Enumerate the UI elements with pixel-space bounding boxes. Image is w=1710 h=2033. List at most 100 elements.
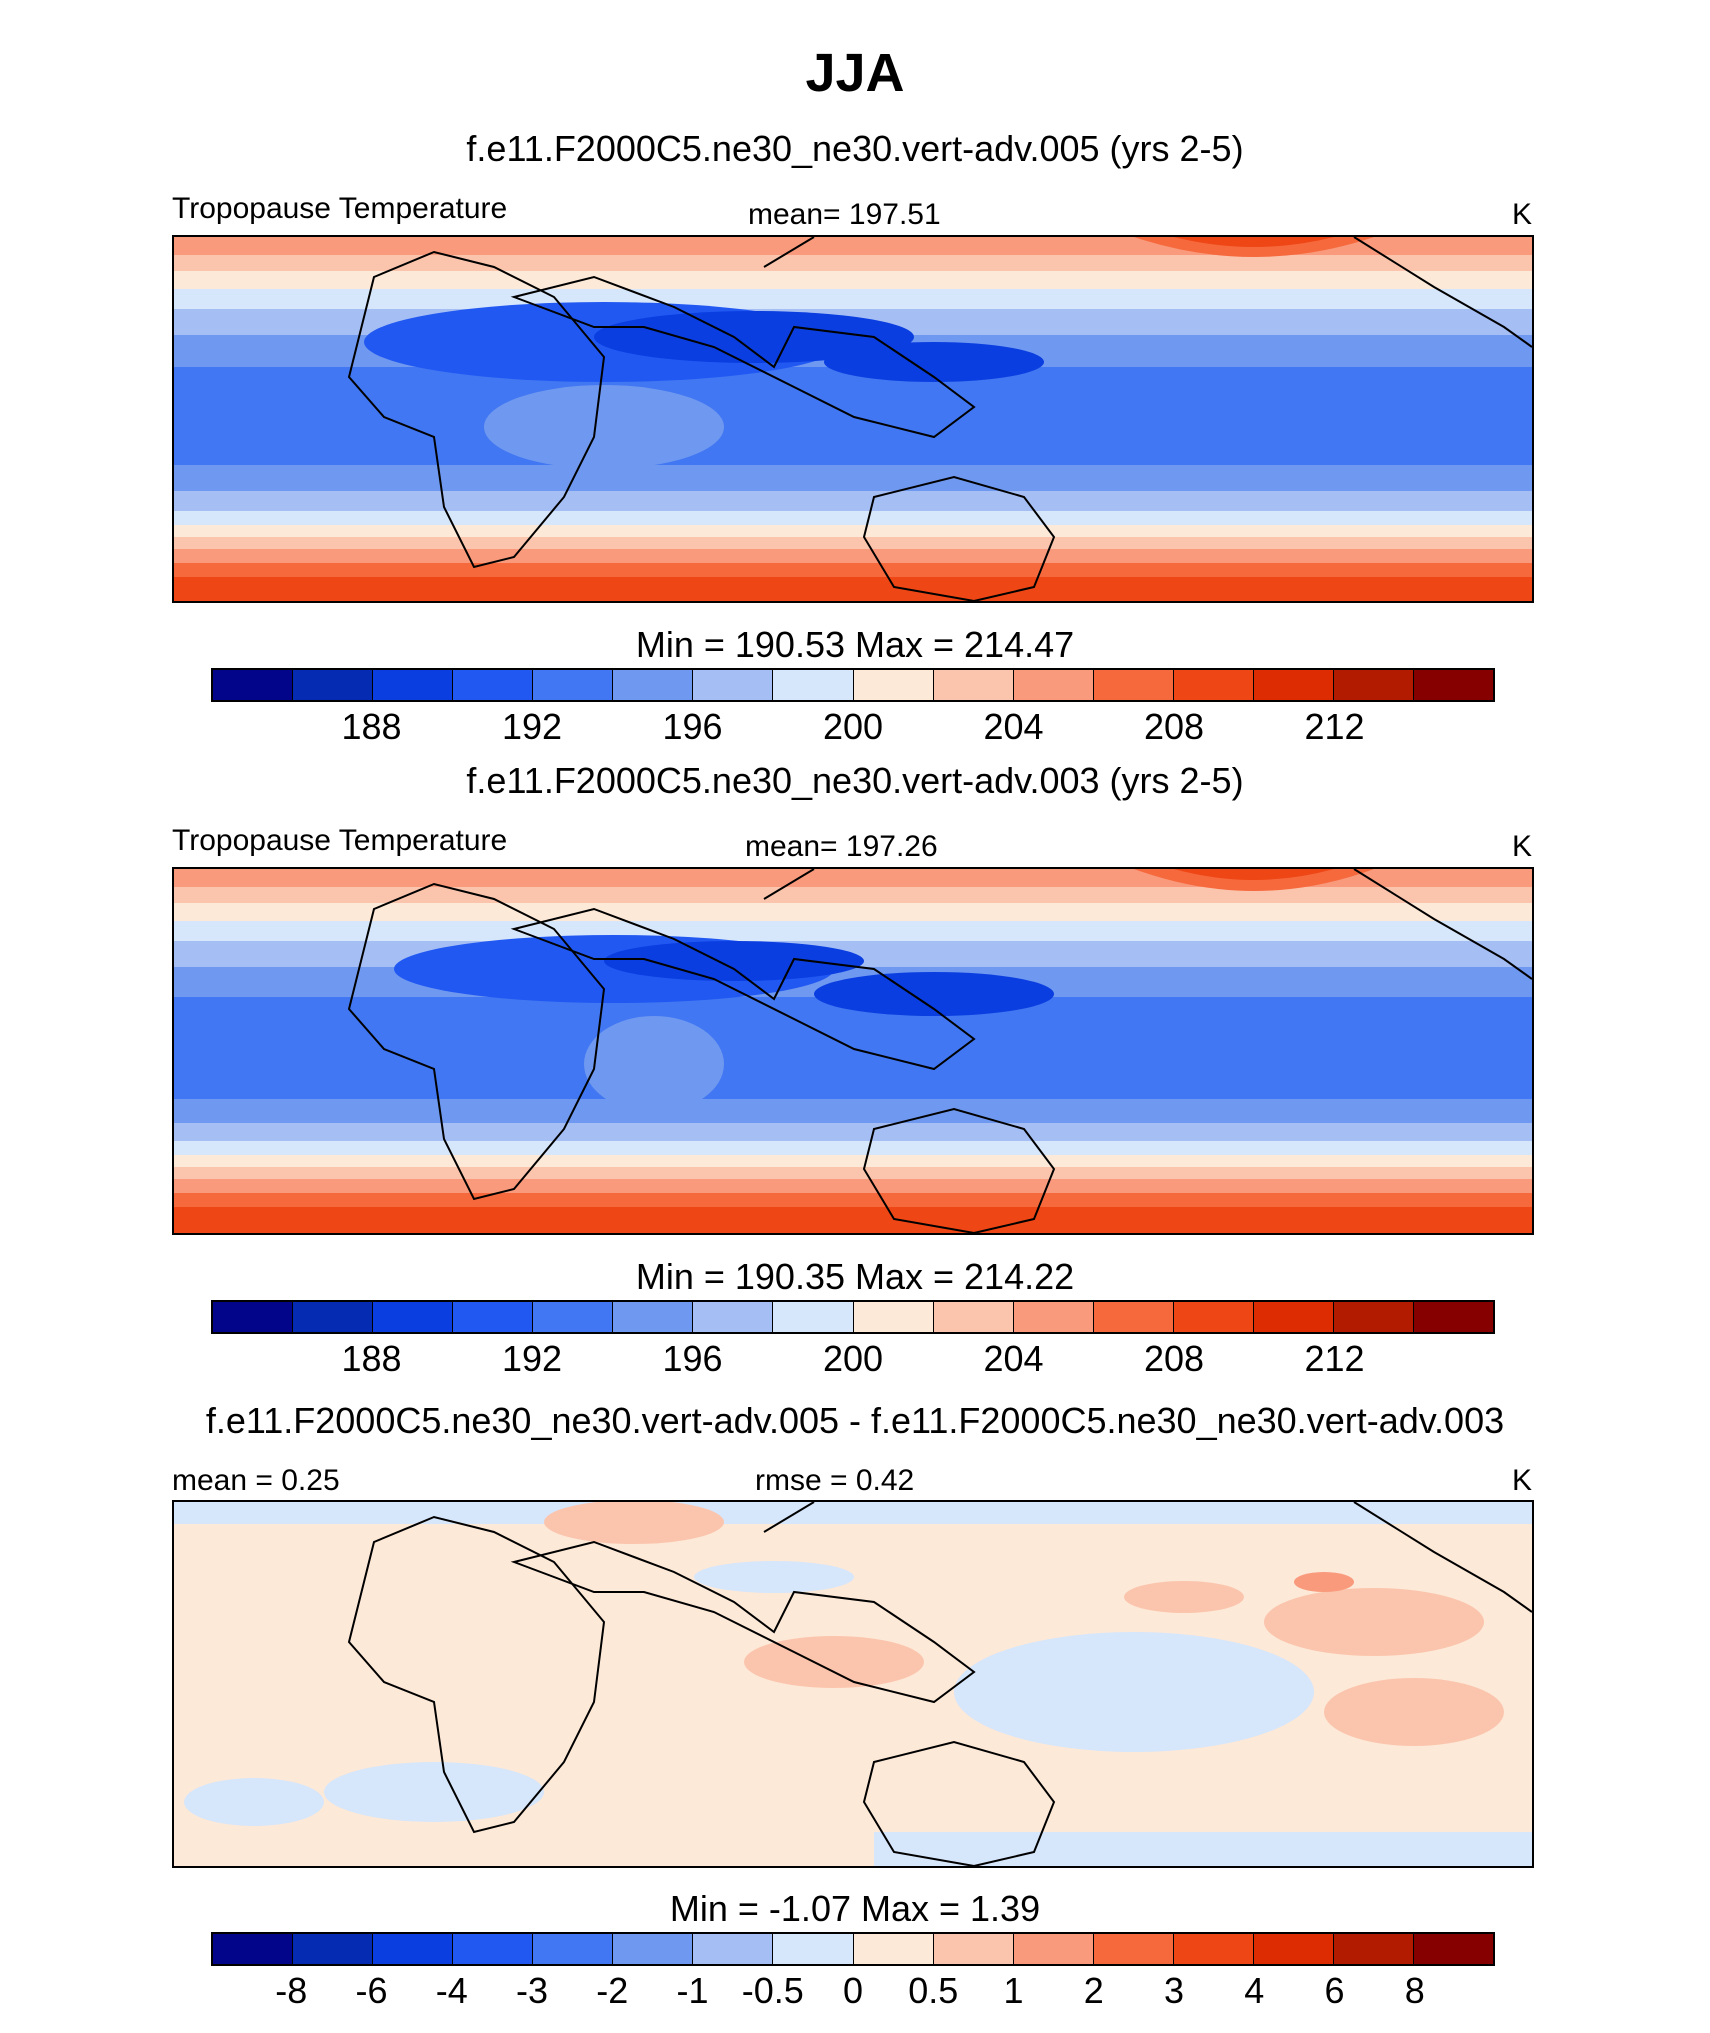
band-s5 xyxy=(174,537,1532,549)
colorbar-swatch xyxy=(213,670,294,700)
colorbar-swatch xyxy=(293,1934,374,1964)
colorbar-tick-label: 208 xyxy=(1143,706,1205,747)
colorbar-tick-label: 0 xyxy=(842,1970,864,2011)
panel-2-title: f.e11.F2000C5.ne30_ne30.vert-adv.003 (yr… xyxy=(466,760,1244,801)
warm-core-n xyxy=(1174,237,1334,247)
colorbar-swatch xyxy=(1413,1934,1493,1964)
colorbar-swatch xyxy=(293,1302,374,1332)
colorbar-swatch xyxy=(1333,1934,1414,1964)
diff-cool-1 xyxy=(694,1561,854,1593)
colorbar-swatch xyxy=(373,1302,454,1332)
colorbar-tick-label: 6 xyxy=(1324,1970,1345,2011)
colorbar-swatch xyxy=(453,1302,534,1332)
colorbar-swatch xyxy=(213,1302,294,1332)
colorbar-tick-label: 188 xyxy=(341,706,402,747)
colorbar-swatch xyxy=(1253,1302,1334,1332)
panel-2-map xyxy=(172,867,1534,1235)
africa-blob xyxy=(584,1016,724,1112)
colorbar-tick-label: 212 xyxy=(1304,1338,1365,1379)
panel-3-map xyxy=(172,1500,1534,1868)
colorbar-swatch xyxy=(853,1934,934,1964)
colorbar-swatch xyxy=(213,1934,294,1964)
band-s2 xyxy=(174,1123,1532,1141)
asia-outline xyxy=(510,907,976,1071)
colorbar-tick-label: 204 xyxy=(983,1338,1044,1379)
diff-warm-4 xyxy=(1124,1581,1244,1613)
band-s8 xyxy=(174,1207,1532,1233)
cold-core-1 xyxy=(604,941,864,981)
colorbar-swatch xyxy=(1413,1302,1493,1332)
colorbar-tick-label: 196 xyxy=(662,1338,723,1379)
diff-warm-3 xyxy=(1324,1678,1504,1746)
band-s6 xyxy=(174,549,1532,563)
colorbar-swatch xyxy=(293,670,374,700)
coastlines xyxy=(347,869,1532,1233)
colorbar-swatch xyxy=(1013,1934,1094,1964)
band-s3 xyxy=(174,511,1532,525)
panel-2-mean-label: mean= 197.26 xyxy=(745,830,938,863)
band-s6 xyxy=(174,1179,1532,1193)
diff-band-n xyxy=(174,1502,1532,1524)
colorbar-swatch xyxy=(1253,1934,1334,1964)
figure-title: JJA xyxy=(805,43,905,103)
panel-1-mean-label: mean= 197.51 xyxy=(748,198,941,231)
panel-3-colorbar xyxy=(211,1932,1495,1966)
panel-2-left-label: Tropopause Temperature xyxy=(172,824,508,857)
africa-outline xyxy=(347,1515,606,1834)
band-s5 xyxy=(174,1167,1532,1179)
panel-1-title: f.e11.F2000C5.ne30_ne30.vert-adv.005 (yr… xyxy=(466,128,1244,169)
band-s4 xyxy=(174,525,1532,537)
colorbar-swatch xyxy=(1173,1934,1254,1964)
colorbar-tick-label: 200 xyxy=(822,706,884,747)
diff-cool-3 xyxy=(184,1778,324,1826)
diff-warm-core xyxy=(1294,1572,1354,1592)
colorbar-swatch xyxy=(933,1934,1014,1964)
colorbar-swatch xyxy=(1173,1302,1254,1332)
panel-1-units: K xyxy=(1512,198,1533,231)
colorbar-tick-label: 200 xyxy=(822,1338,884,1379)
colorbar-swatch xyxy=(1333,1302,1414,1332)
colorbar-tick-label: 8 xyxy=(1404,1970,1425,2011)
colorbar-swatch xyxy=(933,1302,1014,1332)
band-s7 xyxy=(174,563,1532,577)
colorbar-swatch xyxy=(453,1934,534,1964)
australia-outline xyxy=(862,1740,1056,1866)
colorbar-swatch xyxy=(933,670,1014,700)
colorbar-swatch xyxy=(533,1302,614,1332)
panel-2-minmax: Min = 190.35 Max = 214.22 xyxy=(635,1256,1075,1297)
colorbar-swatch xyxy=(453,670,534,700)
africa-outline xyxy=(347,250,606,569)
band-n3 xyxy=(174,271,1532,289)
australia-outline xyxy=(862,1107,1056,1233)
diff-cool-s xyxy=(874,1832,1532,1866)
africa-blob xyxy=(484,385,724,469)
panel-1-minmax: Min = 190.53 Max = 214.47 xyxy=(635,624,1075,665)
panel-3-minmax: Min = -1.07 Max = 1.39 xyxy=(669,1888,1041,1929)
colorbar-swatch xyxy=(693,670,774,700)
colorbar-tick-label: -1 xyxy=(676,1970,709,2011)
diff-warm-5 xyxy=(744,1636,924,1688)
coastlines xyxy=(347,237,1532,601)
band-s8 xyxy=(174,577,1532,601)
colorbar-tick-label: 204 xyxy=(983,706,1044,747)
america-outline xyxy=(1353,869,1532,980)
colorbar-tick-label: -2 xyxy=(596,1970,629,2011)
panel-3-units: K xyxy=(1512,1464,1533,1497)
america-outline xyxy=(1353,237,1532,348)
warm-core-n xyxy=(1174,869,1334,880)
colorbar-swatch xyxy=(1013,1302,1094,1332)
band-n4 xyxy=(174,921,1532,941)
colorbar-tick-label: -0.5 xyxy=(741,1970,804,2011)
colorbar-tick-label: 0.5 xyxy=(908,1970,959,2011)
panel-3-rmse-label: rmse = 0.42 xyxy=(755,1464,915,1497)
colorbar-swatch xyxy=(373,1934,454,1964)
panel-3-mean-label: mean = 0.25 xyxy=(172,1464,340,1497)
colorbar-tick-label: 188 xyxy=(341,1338,402,1379)
colorbar-tick-label: 192 xyxy=(501,1338,563,1379)
colorbar-tick-label: -4 xyxy=(435,1970,468,2011)
band-s2 xyxy=(174,491,1532,511)
colorbar-swatch xyxy=(533,1934,614,1964)
colorbar-swatch xyxy=(1253,670,1334,700)
panel-2-colorbar xyxy=(211,1300,1495,1334)
coast-ne xyxy=(763,237,815,268)
